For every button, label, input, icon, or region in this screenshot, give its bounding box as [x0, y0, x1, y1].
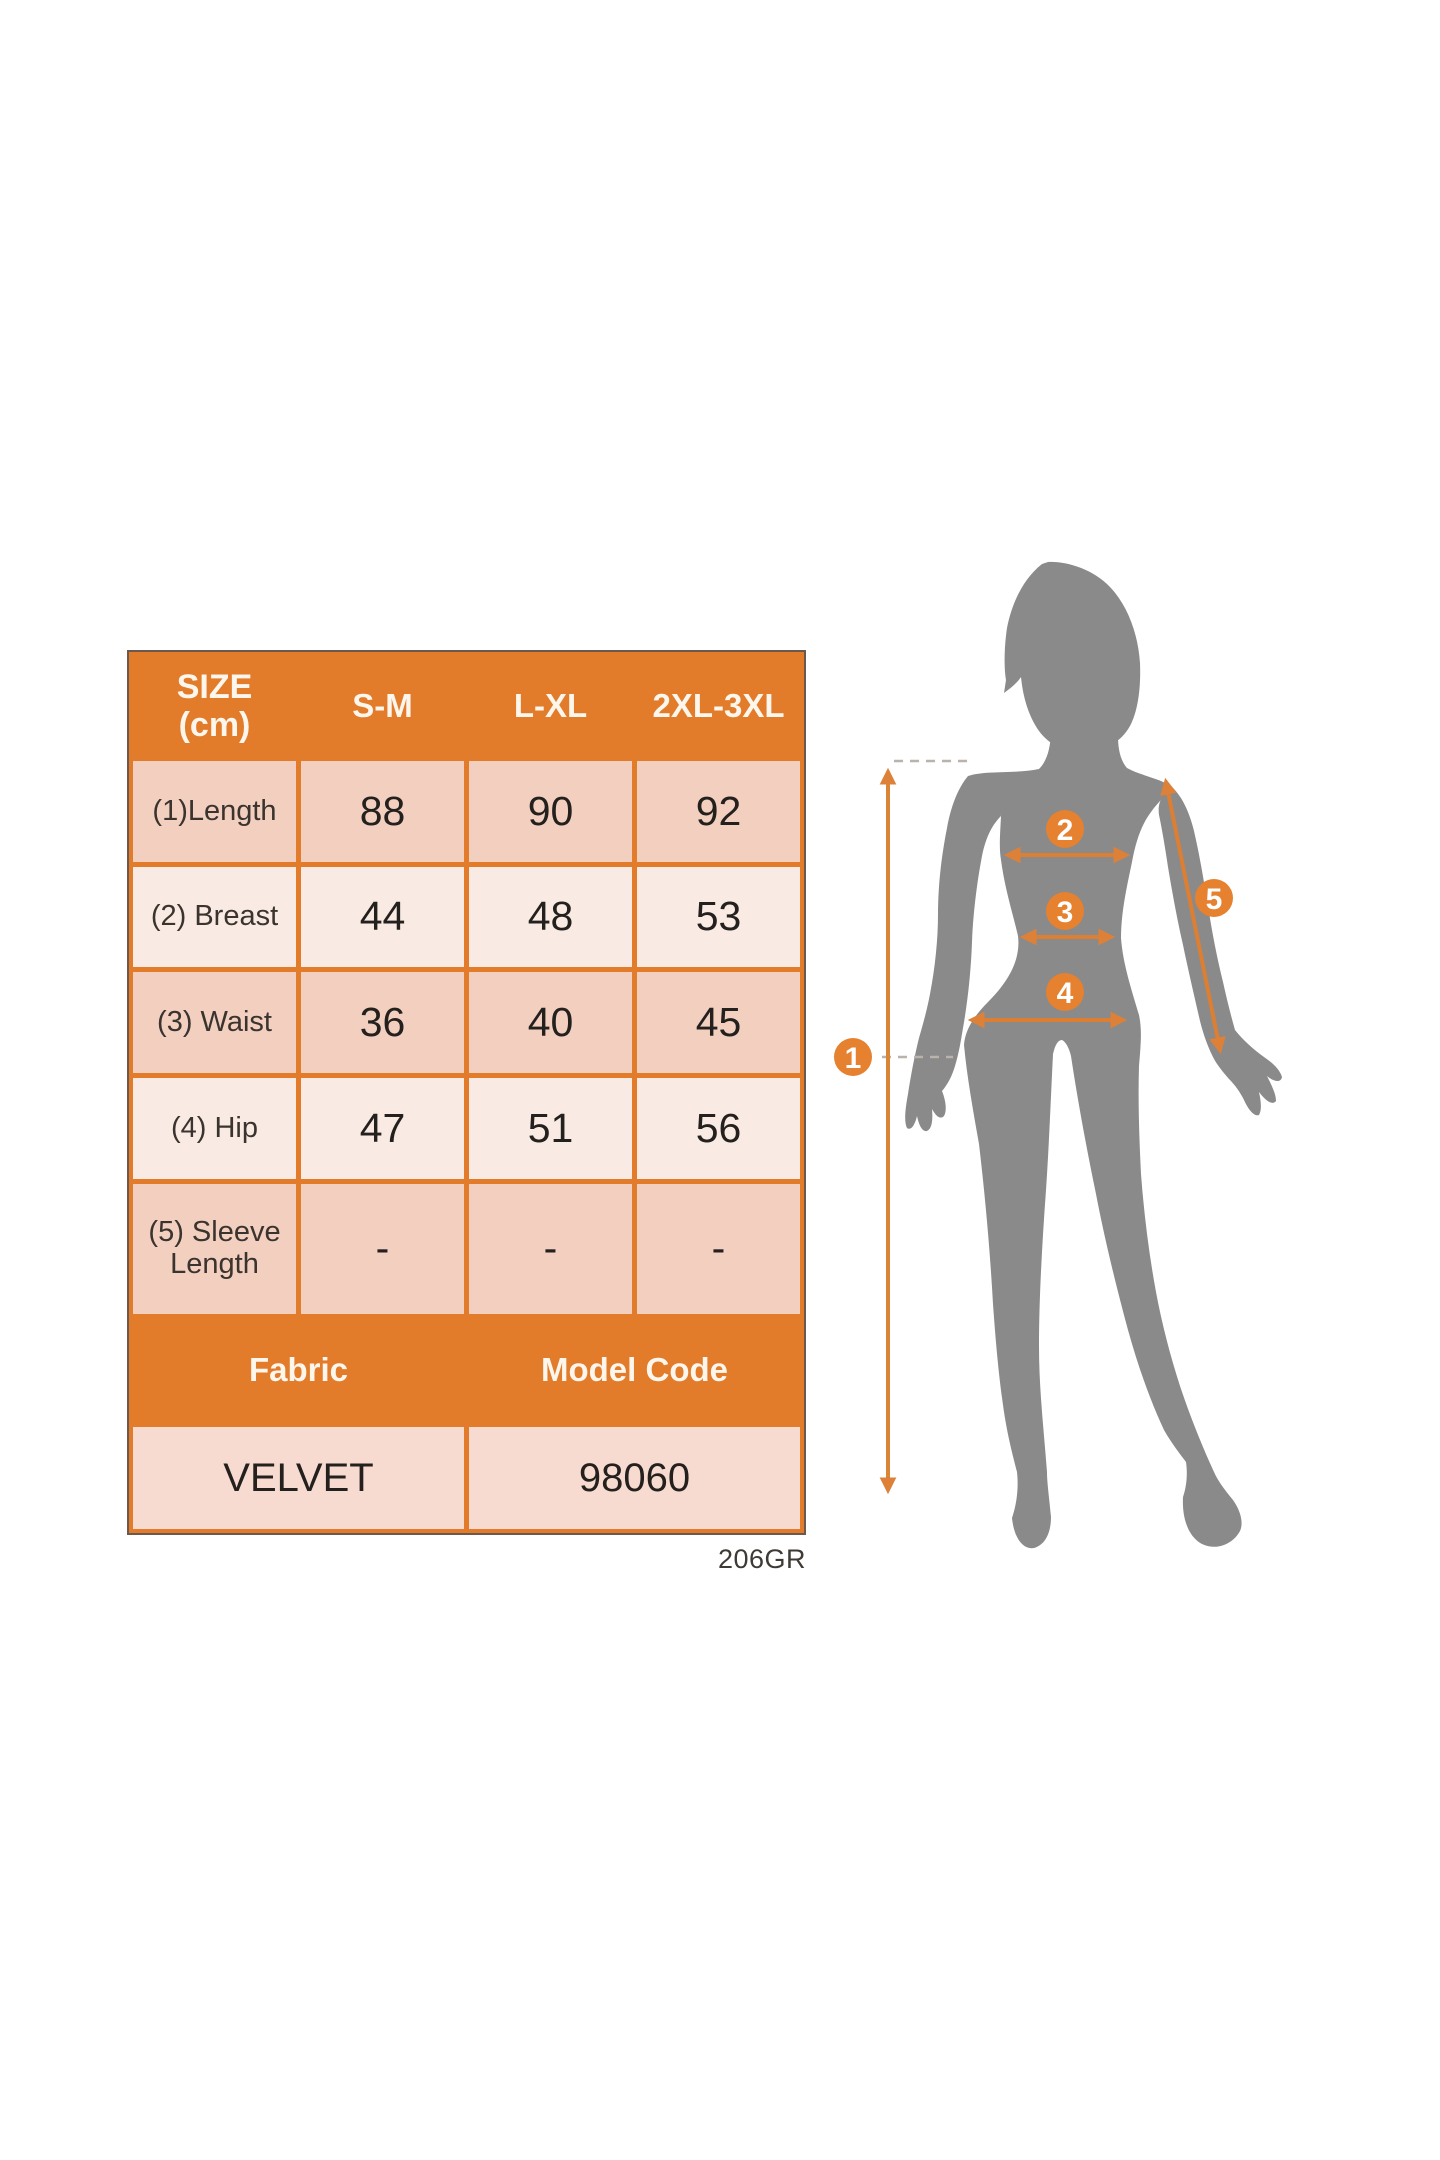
header-col-l-xl: L-XL — [513, 686, 588, 724]
row-breast-value-lxl: 48 — [469, 867, 632, 967]
row-breast-label: (2) Breast — [133, 867, 296, 967]
row-length-value-lxl: 90 — [469, 761, 632, 862]
marker-1-circle — [834, 1038, 872, 1076]
marker-1: 1 — [834, 1038, 872, 1076]
marker-4-label: 4 — [1057, 977, 1074, 1010]
row-hip-value-2xl: 56 — [637, 1078, 800, 1179]
row-sleeve-label: (5) Sleeve Length — [133, 1184, 296, 1314]
marker-1-label: 1 — [845, 1042, 862, 1075]
row-waist-label: (3) Waist — [133, 972, 296, 1073]
header-col-s-m: S-M — [352, 686, 413, 724]
woman-silhouette-diagram: 1 2 3 4 5 — [834, 561, 1282, 1549]
marker-3-label: 3 — [1057, 896, 1074, 929]
row-hip-value-sm: 47 — [301, 1078, 464, 1179]
row-breast-value-sm: 44 — [301, 867, 464, 967]
row-waist-value-sm: 36 — [301, 972, 464, 1073]
header-size-cm: SIZE (cm) — [133, 656, 296, 756]
silhouette-left-arm — [905, 776, 1001, 1132]
footer-model-code-value: 98060 — [469, 1427, 800, 1529]
measurement-figure: 1 2 3 4 5 — [820, 540, 1320, 1580]
header-size-line1: SIZE — [176, 667, 253, 706]
row-waist-value-lxl: 40 — [469, 972, 632, 1073]
sleeve-measure-arrow — [1160, 777, 1226, 1055]
marker-4: 4 — [1046, 973, 1084, 1011]
marker-2-circle — [1046, 810, 1084, 848]
row-length-value-2xl: 92 — [637, 761, 800, 862]
row-sleeve-value-lxl: - — [469, 1184, 632, 1314]
marker-4-circle — [1046, 973, 1084, 1011]
row-breast-value-2xl: 53 — [637, 867, 800, 967]
marker-2: 2 — [1046, 810, 1084, 848]
row-sleeve-value-sm: - — [301, 1184, 464, 1314]
marker-2-label: 2 — [1057, 814, 1074, 847]
footer-fabric-label: Fabric — [248, 1351, 349, 1389]
marker-3-circle — [1046, 892, 1084, 930]
header-col-2xl-3xl: 2XL-3XL — [652, 686, 785, 724]
row-length-label: (1)Length — [133, 761, 296, 862]
marker-5-label: 5 — [1206, 883, 1223, 916]
model-footnote-code: 206GR — [717, 1544, 806, 1574]
marker-3: 3 — [1046, 892, 1084, 930]
footer-model-code-label: Model Code — [541, 1351, 728, 1389]
row-hip-label: (4) Hip — [133, 1078, 296, 1179]
marker-5: 5 — [1195, 879, 1233, 917]
silhouette-hair — [1004, 561, 1141, 754]
marker-5-circle — [1195, 879, 1233, 917]
row-sleeve-value-2xl: - — [637, 1184, 800, 1314]
header-size-line2: (cm) — [178, 706, 251, 744]
footer-fabric-value: VELVET — [133, 1427, 464, 1529]
row-length-value-sm: 88 — [301, 761, 464, 862]
row-hip-value-lxl: 51 — [469, 1078, 632, 1179]
row-waist-value-2xl: 45 — [637, 972, 800, 1073]
size-table: SIZE (cm) S-M L-XL 2XL-3XL (1)Length 88 … — [127, 650, 806, 1535]
